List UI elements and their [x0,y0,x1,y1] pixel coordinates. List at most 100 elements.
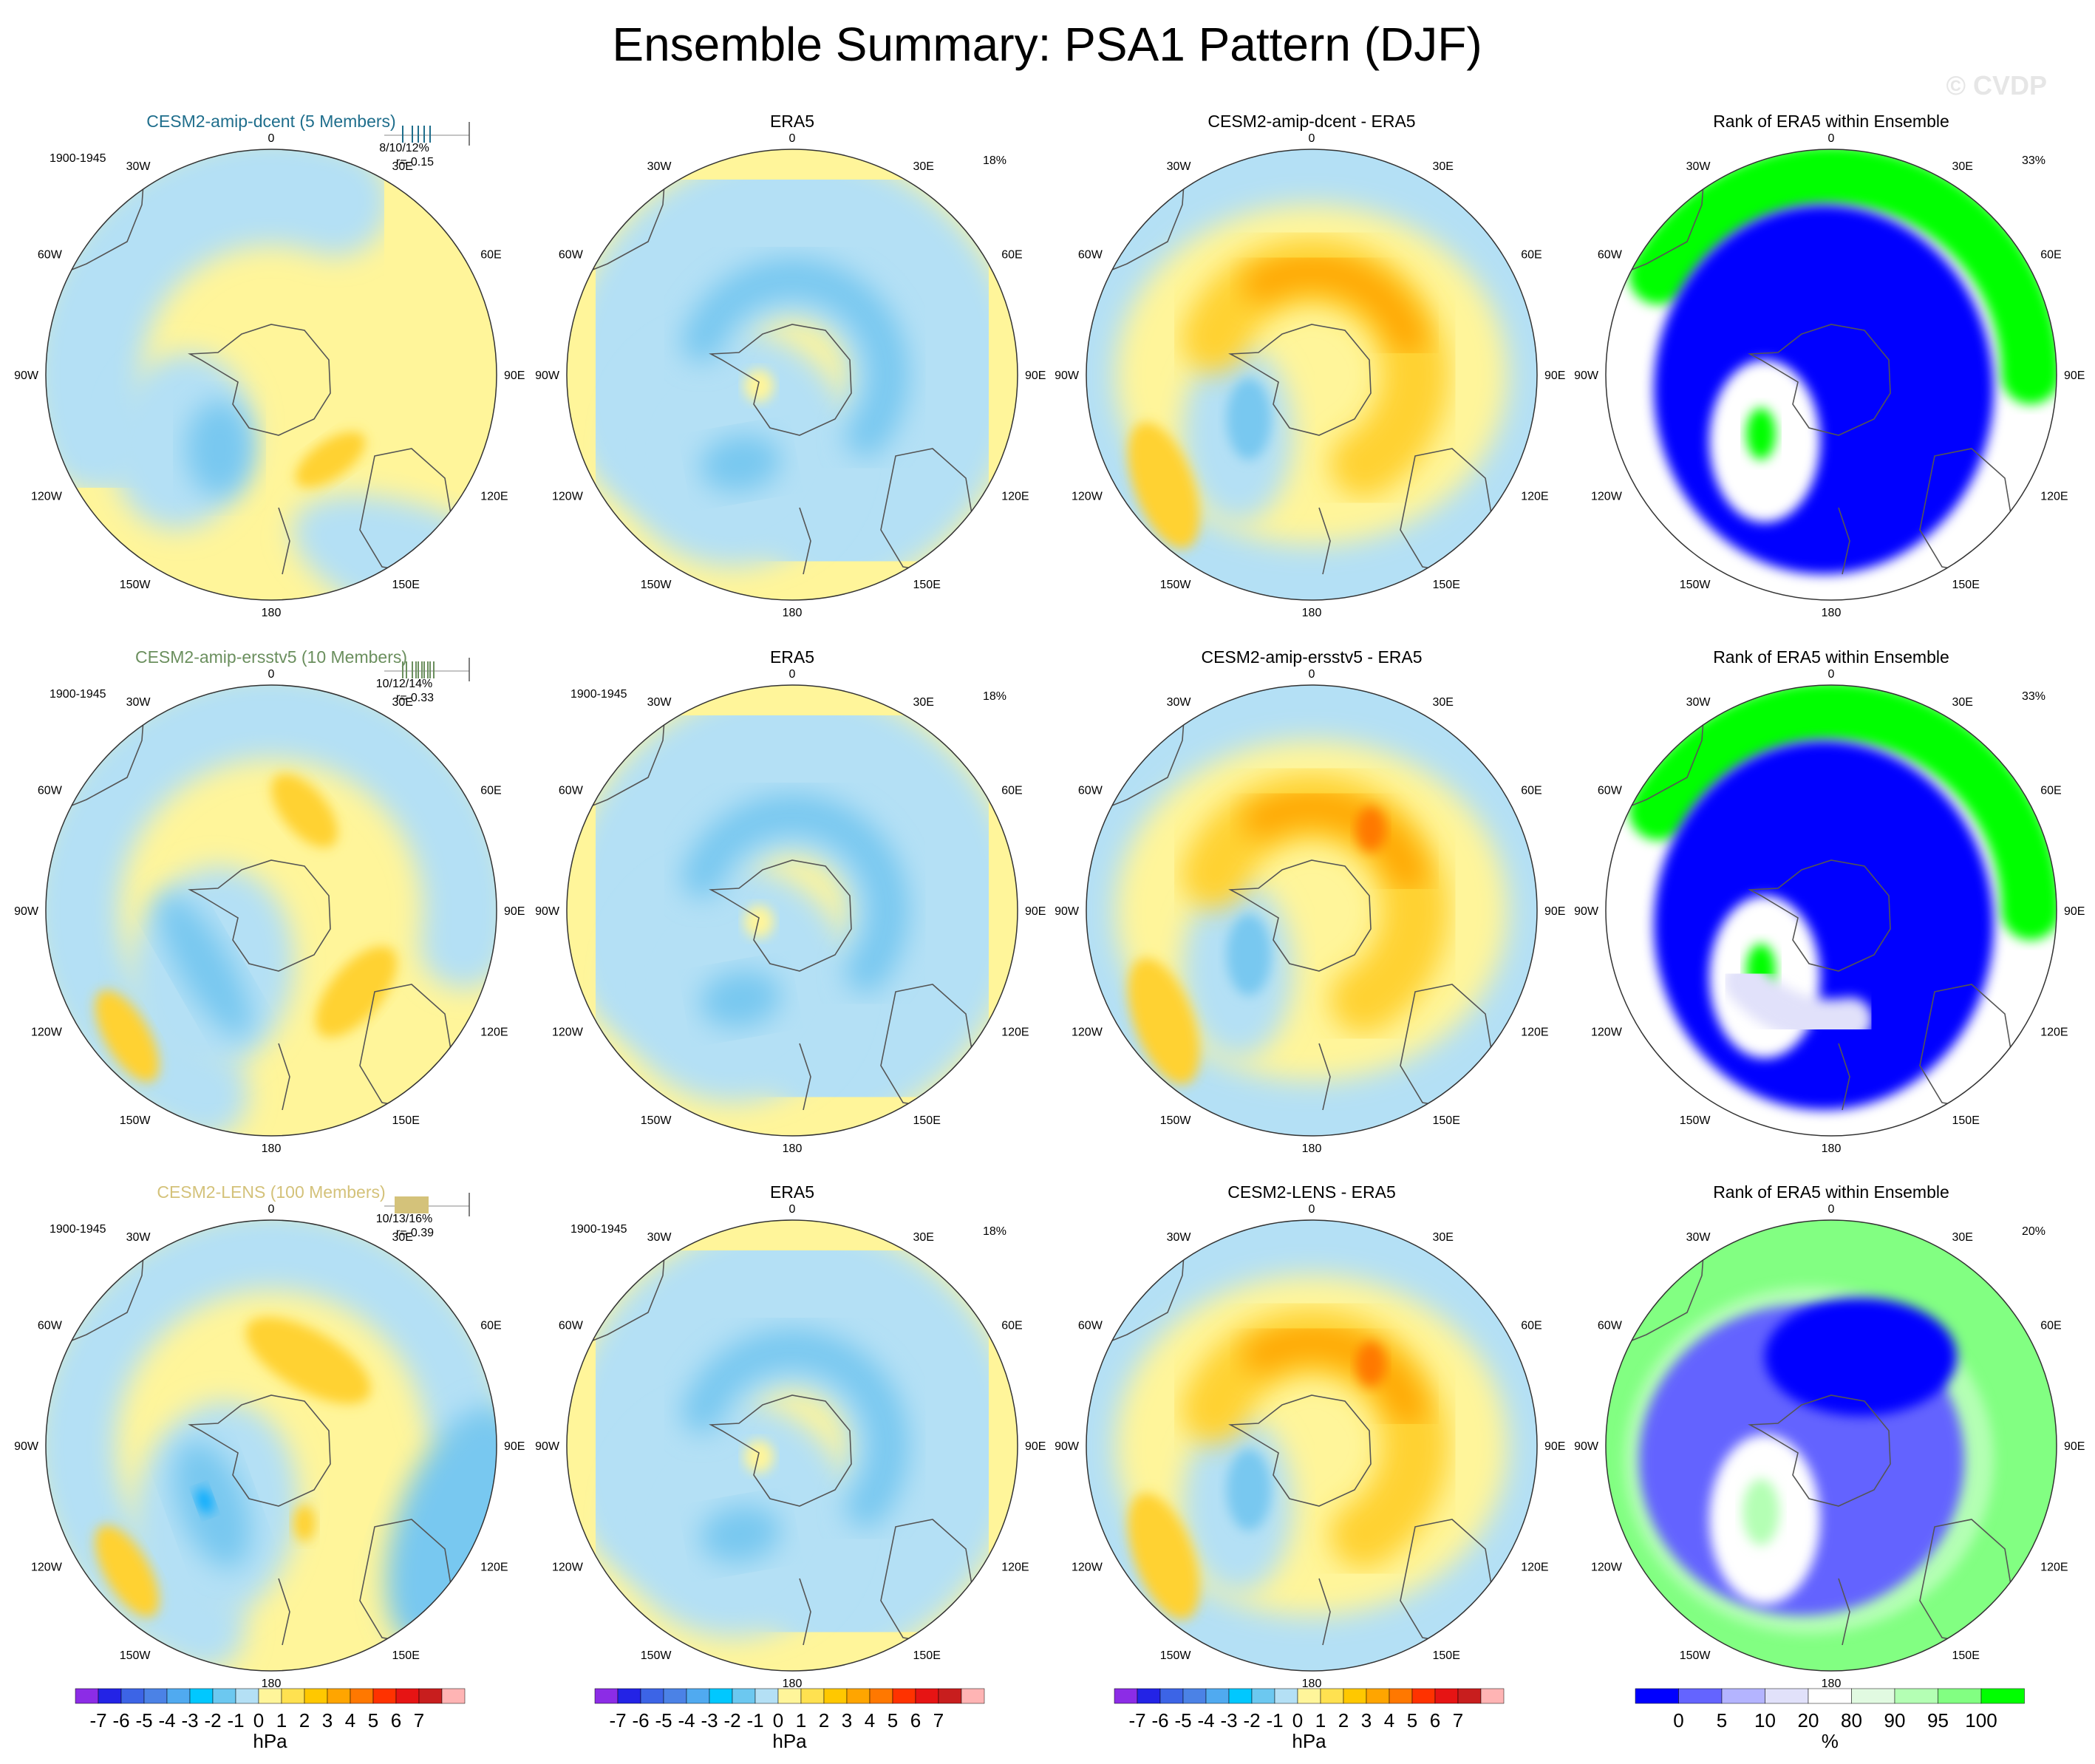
longitude-label-9: 90W [14,370,39,382]
longitude-label-0: 0 [268,1203,275,1216]
rank-high-spot [1746,408,1776,460]
colorbar-swatch [1297,1688,1321,1704]
new-zealand-coastline [1318,1043,1331,1111]
longitude-label-4: 120E [2040,491,2068,503]
longitude-label-8: 120W [1072,491,1103,503]
map-border [1605,149,2057,601]
colorbar-swatch [1894,1688,1938,1704]
negative-ring [567,685,1018,1128]
antarctica-coastline [1228,1394,1372,1507]
colorbar-hpa-2: -7 -6 -5 -4 -3 -2 -1 0 1 2 3 4 5 6 7 hPa [594,1688,985,1752]
longitude-label-2: 60E [2040,1320,2061,1332]
colorbar-swatch [1228,1688,1253,1704]
antarctica-coastline [1748,324,1891,436]
negative-max [196,1488,214,1514]
variance-explained: 18% [983,1225,1006,1238]
colorbar-swatch [166,1688,191,1704]
positive-max [1356,807,1386,851]
colorbar-tick-label: -5 [655,1709,672,1731]
colorbar-unit: hPa [253,1730,287,1752]
longitude-label-11: 30W [647,160,672,173]
rank-low-region [1654,740,1994,1110]
longitude-label-2: 60E [2040,785,2061,797]
new-zealand-coastline [1838,1578,1850,1646]
longitude-label-8: 120W [1591,1562,1623,1574]
longitude-label-9: 90W [535,905,560,918]
colorbar-swatch [663,1688,687,1704]
map-border [566,149,1018,601]
variance-explained: 18% [983,154,1006,167]
longitude-label-3: 90E [2064,370,2085,382]
colorbar-tick-label: -3 [1220,1709,1237,1731]
map-field [1086,685,1537,1136]
antarctica-coastline [709,859,852,972]
colorbar-hpa-3: -7 -6 -5 -4 -3 -2 -1 0 1 2 3 4 5 6 7 hPa [1114,1688,1505,1752]
colorbar-tick-label: -6 [1151,1709,1168,1731]
colorbar-tick-label: -7 [89,1709,106,1731]
rank-high-ring [1629,685,2057,940]
colorbar-swatch [846,1688,871,1704]
panel-r1-c4: 0 30E 60E 90E 120E 150E 180 150W 120W 90W 60W 30W Ra… [1574,112,2085,619]
longitude-label-6: 180 [262,1678,282,1690]
longitude-label-0: 0 [268,132,275,145]
longitude-label-10: 60W [1078,1320,1103,1332]
longitude-label-5: 150E [392,579,420,591]
longitude-label-8: 120W [1591,491,1623,503]
negative-core [1227,914,1271,995]
longitude-label-4: 120E [480,491,508,503]
colorbar-swatch [1274,1688,1298,1704]
colorbar-tick-label: -6 [112,1709,129,1731]
positive-strong-arc [1243,790,1426,892]
panel-r2-c2: 0 30E 60E 90E 120E 150E 180 150W 120W 90W 60W 30W ER… [535,647,1046,1155]
pattern-correlation: r=-0.33 [396,692,434,704]
colorbar-tick-label: 5 [1717,1709,1727,1731]
colorbar-tick-label: 80 [1841,1709,1862,1731]
colorbar-swatch [1205,1688,1230,1704]
antarctica-coastline [709,324,852,436]
negative-core [1227,378,1271,460]
colorbar-swatch [1389,1688,1413,1704]
longitude-label-4: 120E [480,1026,508,1039]
longitude-label-2: 60E [1001,249,1022,262]
colorbar-unit: hPa [772,1730,807,1752]
colorbar-swatch [594,1688,619,1704]
longitude-label-9: 90W [1574,370,1599,382]
map-border [45,684,497,1137]
colorbar-swatch [1808,1688,1852,1704]
longitude-label-3: 90E [1025,905,1046,918]
positive-core-west [1128,1493,1200,1620]
colorbar-swatch [327,1688,351,1704]
longitude-label-10: 60W [1598,1320,1623,1332]
panel-r2-c3: 0 30E 60E 90E 120E 150E 180 150W 120W 90W 60W 30W CE… [1055,647,1565,1155]
colorbar-swatch [189,1688,214,1704]
colorbar-tick-label: 90 [1884,1709,1906,1731]
panel-title-obs: ERA5 [770,1182,814,1202]
longitude-label-2: 60E [480,249,501,262]
colorbar-swatch [961,1688,985,1704]
longitude-label-7: 150W [120,1649,151,1662]
colorbar-unit: hPa [1292,1730,1326,1752]
panel-r3-c2: 0 30E 60E 90E 120E 150E 180 150W 120W 90W 60W 30W ER… [535,1182,1046,1690]
longitude-label-1: 30E [913,160,934,173]
longitude-label-6: 180 [1822,1142,1842,1155]
variance-explained: 18% [983,690,1006,703]
colorbar-tick-label: -2 [723,1709,740,1731]
colorbar-swatch [1411,1688,1436,1704]
panel-r1-c3: 0 30E 60E 90E 120E 150E 180 150W 120W 90W 60W 30W CE… [1055,112,1565,619]
longitude-label-6: 180 [1302,607,1322,619]
colorbar-tick-label: 0 [1673,1709,1683,1731]
longitude-label-4: 120E [1001,1562,1029,1574]
colorbar-tick-label: 3 [842,1709,852,1731]
colorbar-tick-label: -3 [701,1709,718,1731]
map-field [1606,149,2057,600]
longitude-label-9: 90W [1055,370,1080,382]
longitude-label-7: 150W [641,1649,672,1662]
longitude-label-7: 150W [1680,1649,1711,1662]
colorbar-rank: 0 5 10 20 80 90 95 100% [1635,1688,2025,1752]
panel-r2-c4: 0 30E 60E 90E 120E 150E 180 150W 120W 90W 60W 30W Ra… [1574,647,2085,1155]
colorbar-tick-label: 6 [391,1709,401,1731]
colorbar-swatch [418,1688,443,1704]
map-border [566,1219,1018,1672]
colorbar-swatch [732,1688,756,1704]
positive-spot [744,370,774,402]
